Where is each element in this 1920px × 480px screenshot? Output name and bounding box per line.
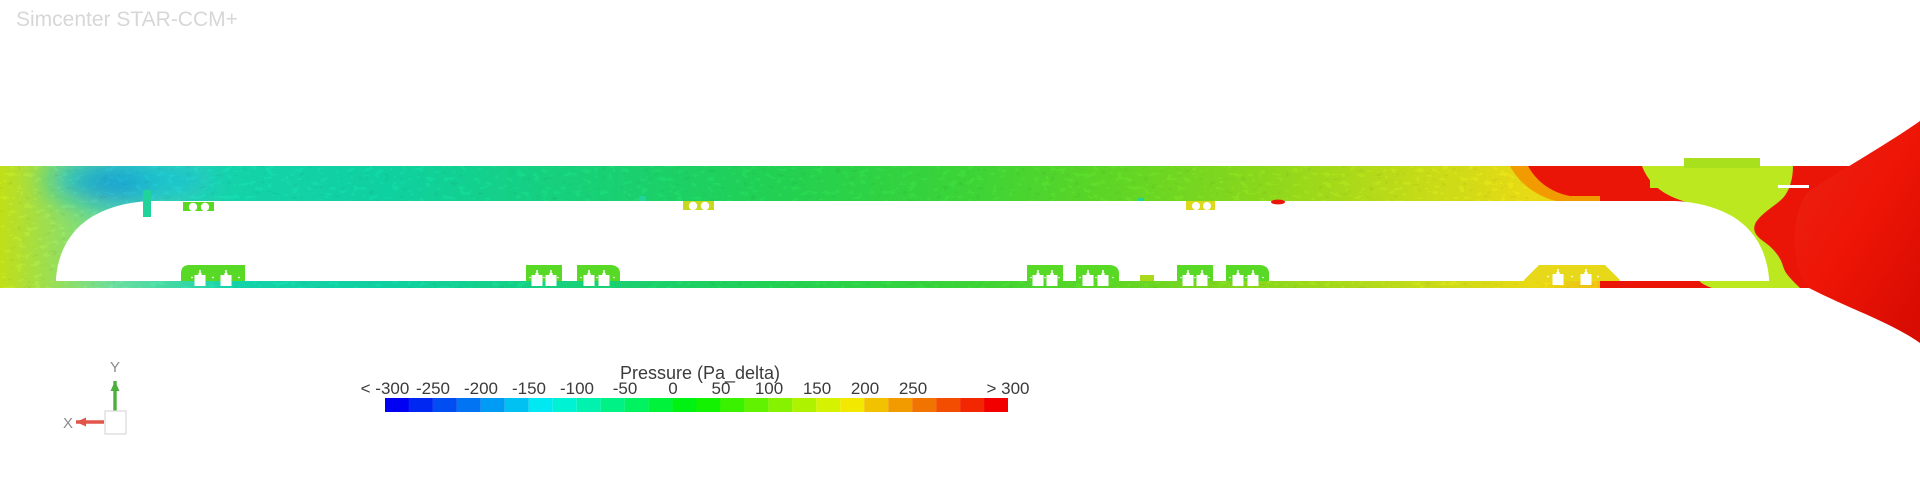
svg-text:150: 150 [803, 379, 831, 398]
svg-text:< -300: < -300 [361, 379, 410, 398]
svg-text:250: 250 [899, 379, 927, 398]
svg-text:50: 50 [712, 379, 731, 398]
svg-text:-50: -50 [613, 379, 638, 398]
svg-text:-250: -250 [416, 379, 450, 398]
svg-text:0: 0 [668, 379, 677, 398]
svg-text:-150: -150 [512, 379, 546, 398]
svg-text:100: 100 [755, 379, 783, 398]
svg-text:> 300: > 300 [986, 379, 1029, 398]
svg-text:Y: Y [110, 359, 120, 376]
svg-text:200: 200 [851, 379, 879, 398]
svg-text:X: X [63, 415, 73, 432]
svg-text:-100: -100 [560, 379, 594, 398]
svg-text:-200: -200 [464, 379, 498, 398]
